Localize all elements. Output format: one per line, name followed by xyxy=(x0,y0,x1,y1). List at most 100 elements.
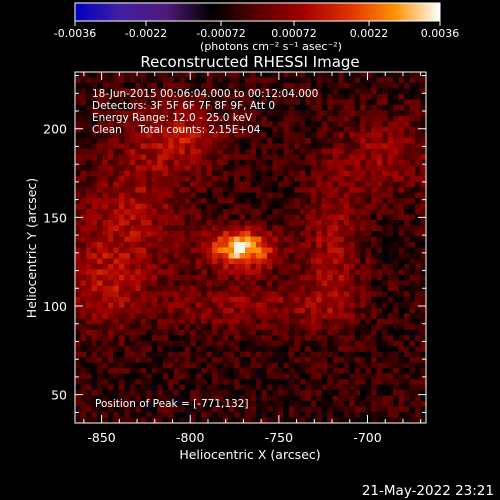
heatmap-cell xyxy=(217,269,224,276)
heatmap-cell xyxy=(124,302,131,309)
heatmap-cell xyxy=(382,307,389,314)
heatmap-cell xyxy=(217,165,224,172)
heatmap-cell xyxy=(272,269,279,276)
heatmap-cell xyxy=(338,373,345,380)
heatmap-cell xyxy=(107,307,114,314)
heatmap-cell xyxy=(261,307,268,314)
heatmap-cell xyxy=(168,165,175,172)
heatmap-cell xyxy=(179,154,186,161)
heatmap-cell xyxy=(365,187,372,194)
chart-title: Reconstructed RHESSI Image xyxy=(140,53,359,71)
heatmap-cell xyxy=(398,269,405,276)
heatmap-cell xyxy=(294,412,301,418)
heatmap-cell xyxy=(118,181,125,188)
heatmap-cell xyxy=(124,324,131,331)
heatmap-cell xyxy=(245,93,251,100)
heatmap-cell xyxy=(294,110,301,117)
heatmap-cell xyxy=(332,263,339,270)
heatmap-cell xyxy=(332,401,339,407)
heatmap-cell xyxy=(354,291,361,298)
heatmap-cell xyxy=(316,148,323,155)
heatmap-cell xyxy=(277,236,284,243)
annotation-clean-counts: Clean Total counts: 2.15E+04 xyxy=(92,124,261,136)
heatmap-cell xyxy=(288,99,295,106)
heatmap-cell xyxy=(75,412,81,418)
heatmap-cell xyxy=(146,137,153,144)
heatmap-cell xyxy=(113,115,120,122)
heatmap-cell xyxy=(371,72,378,78)
heatmap-cell xyxy=(217,159,224,166)
heatmap-cell xyxy=(294,93,301,100)
heatmap-cell xyxy=(206,154,213,161)
heatmap-cell xyxy=(354,242,361,248)
heatmap-cell xyxy=(272,296,279,303)
heatmap-cell xyxy=(327,274,334,281)
heatmap-cell xyxy=(255,220,262,226)
heatmap-cell xyxy=(404,417,410,423)
heatmap-cell xyxy=(272,302,279,309)
heatmap-cell xyxy=(206,214,213,221)
heatmap-cell xyxy=(261,390,268,396)
heatmap-cell xyxy=(129,77,136,84)
heatmap-cell xyxy=(387,170,394,177)
heatmap-cell xyxy=(195,302,202,309)
heatmap-cell xyxy=(157,132,164,139)
heatmap-cell xyxy=(140,93,147,100)
heatmap-cell xyxy=(272,373,279,380)
heatmap-cell xyxy=(343,247,350,254)
heatmap-cell xyxy=(294,373,301,380)
heatmap-cell xyxy=(212,269,218,276)
heatmap-cell xyxy=(140,351,147,358)
heatmap-cell xyxy=(354,252,361,259)
heatmap-cell xyxy=(75,274,81,281)
heatmap-cell xyxy=(113,159,120,166)
heatmap-cell xyxy=(360,82,367,89)
heatmap-cell xyxy=(420,154,426,161)
heatmap-cell xyxy=(343,126,350,133)
heatmap-cell xyxy=(360,165,367,172)
heatmap-cell xyxy=(245,379,251,386)
heatmap-cell xyxy=(234,203,240,210)
heatmap-cell xyxy=(288,110,295,117)
heatmap-cell xyxy=(349,329,356,336)
heatmap-cell xyxy=(162,390,169,396)
heatmap-cell xyxy=(316,274,323,281)
heatmap-cell xyxy=(382,252,389,259)
heatmap-cell xyxy=(283,340,290,347)
heatmap-cell xyxy=(162,346,169,353)
heatmap-cell xyxy=(107,148,114,155)
heatmap-cell xyxy=(102,104,109,111)
heatmap-cell xyxy=(327,192,334,199)
heatmap-cell xyxy=(277,126,284,133)
heatmap-cell xyxy=(118,384,125,391)
heatmap-cell xyxy=(124,269,131,276)
heatmap-cell xyxy=(118,132,125,139)
heatmap-cell xyxy=(245,209,251,215)
heatmap-cell xyxy=(129,368,136,375)
heatmap-cell xyxy=(173,115,180,122)
heatmap-cell xyxy=(299,357,306,364)
heatmap-cell xyxy=(398,357,405,364)
heatmap-cell xyxy=(404,379,410,386)
heatmap-cell xyxy=(409,412,416,418)
heatmap-cell xyxy=(173,181,180,188)
heatmap-cell xyxy=(102,296,109,303)
heatmap-cell xyxy=(179,263,186,270)
heatmap-cell xyxy=(310,198,317,205)
heatmap-cell xyxy=(283,209,290,215)
heatmap-cell xyxy=(354,302,361,309)
heatmap-cell xyxy=(179,72,186,78)
heatmap-cell xyxy=(294,187,301,194)
heatmap-cell xyxy=(365,351,372,358)
heatmap-cell xyxy=(190,203,197,210)
heatmap-cell xyxy=(184,225,191,232)
heatmap-cell xyxy=(102,154,109,161)
heatmap-cell xyxy=(349,104,356,111)
heatmap-cell xyxy=(404,225,410,232)
heatmap-cell xyxy=(343,214,350,221)
heatmap-cell xyxy=(376,247,383,254)
heatmap-cell xyxy=(118,176,125,183)
heatmap-cell xyxy=(102,357,109,364)
heatmap-cell xyxy=(327,121,334,128)
heatmap-cell xyxy=(332,104,339,111)
